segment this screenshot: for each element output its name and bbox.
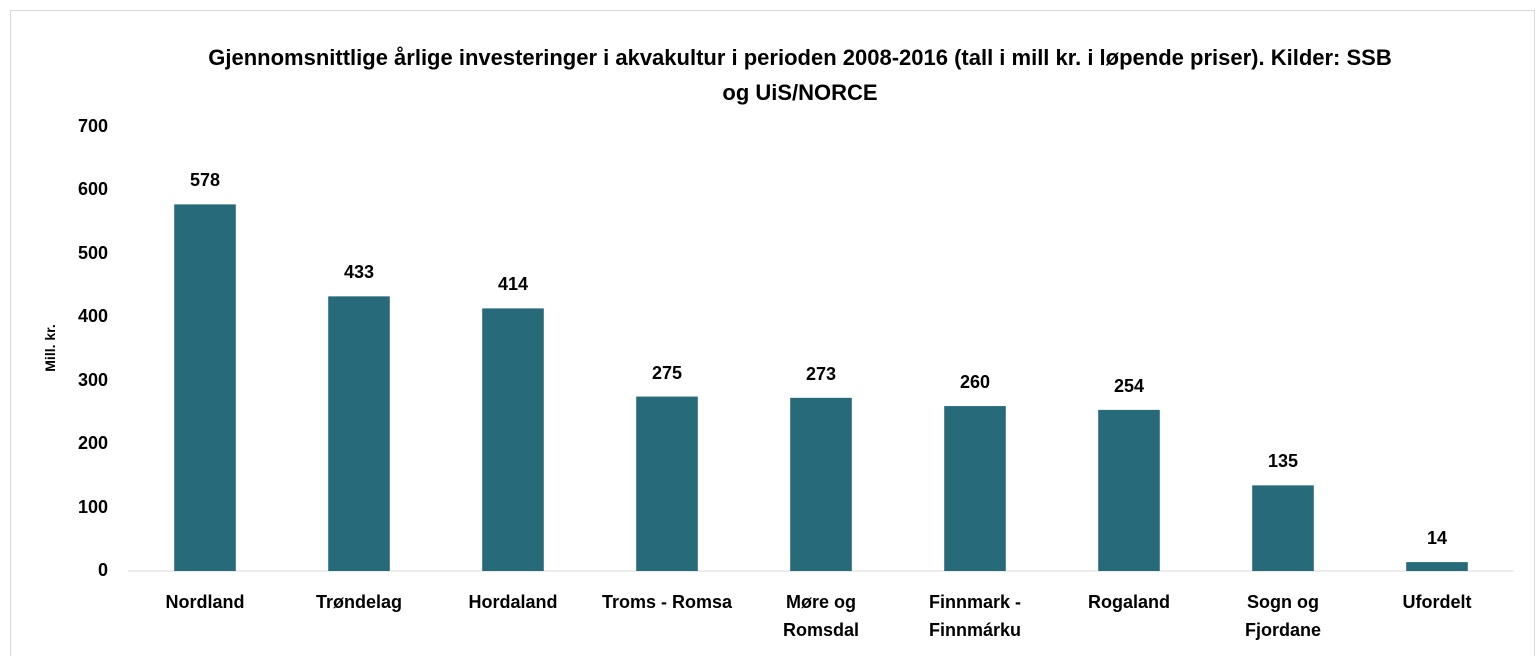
x-tick-label: Sogn og Fjordane: [1244, 592, 1321, 640]
data-label: 433: [343, 262, 375, 283]
x-tick-label: Hordaland: [468, 592, 558, 612]
data-label: 135: [1267, 451, 1299, 472]
y-tick-label: 700: [77, 116, 108, 136]
bar: [482, 308, 544, 571]
x-tick-label: Finnmark - Finnmárku: [928, 592, 1021, 640]
bar: [790, 397, 852, 571]
x-tick-label: Ufordelt: [1402, 592, 1472, 612]
bar: [636, 396, 698, 571]
x-tick-label: Møre og Romsdal: [782, 592, 860, 640]
x-tick-label: Nordland: [165, 592, 245, 612]
x-tick-label: Troms - Romsa: [601, 592, 733, 612]
bar: [1098, 409, 1160, 571]
data-label: 260: [959, 372, 991, 393]
bar: [1252, 485, 1314, 571]
bar: [328, 296, 390, 571]
data-label: 273: [805, 363, 837, 384]
y-tick-label: 100: [77, 496, 108, 517]
data-label: 14: [1426, 528, 1448, 549]
x-tick-label: Trøndelag: [315, 592, 402, 612]
x-tick-label: Rogaland: [1087, 592, 1170, 612]
y-tick-label: 0: [97, 560, 108, 580]
data-label: 275: [651, 362, 683, 383]
bar: [944, 406, 1006, 571]
bar: [174, 204, 236, 571]
bar: [1406, 562, 1468, 571]
chart-title: Gjennomsnittlige årlige investeringer i …: [208, 45, 1392, 105]
y-tick-label: 400: [77, 306, 108, 327]
data-label: 254: [1113, 375, 1145, 396]
data-label: 578: [189, 170, 221, 191]
y-tick-label: 600: [77, 179, 108, 200]
y-tick-label: 300: [77, 369, 108, 390]
data-label: 414: [497, 274, 529, 295]
y-tick-label: 500: [77, 242, 108, 263]
y-tick-label: 200: [77, 433, 108, 454]
